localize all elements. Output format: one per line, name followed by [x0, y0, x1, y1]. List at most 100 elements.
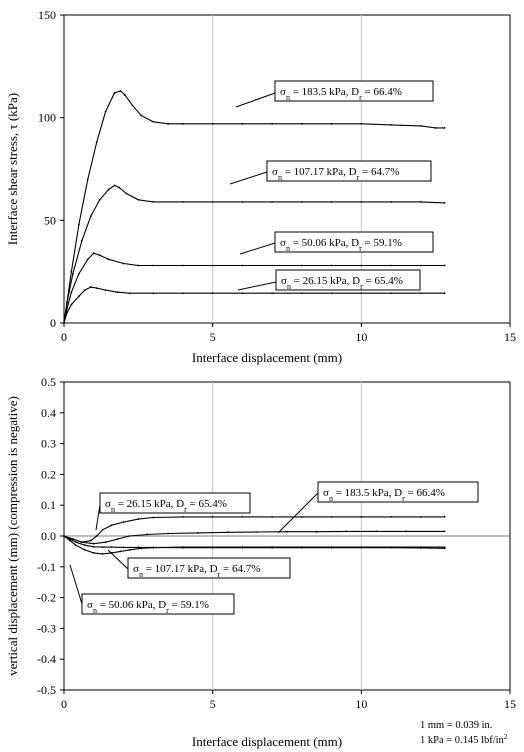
data-point	[101, 528, 104, 531]
data-point	[95, 141, 98, 144]
x-tick-label: 10	[355, 330, 367, 344]
data-point	[300, 264, 303, 267]
annotation-label: σn = 50.06 kPa, Dr = 59.1%	[87, 599, 209, 615]
data-point	[66, 307, 68, 310]
data-point	[104, 110, 107, 113]
x-tick-label: 5	[210, 697, 216, 711]
data-point	[226, 531, 229, 534]
data-point	[211, 200, 214, 203]
data-point	[419, 547, 422, 549]
data-point	[271, 292, 274, 295]
data-point	[137, 518, 140, 520]
data-point	[146, 533, 149, 536]
data-point	[443, 201, 446, 204]
data-point	[152, 292, 155, 295]
data-point	[390, 292, 392, 295]
y-tick-label: 0.4	[41, 406, 56, 420]
data-point	[211, 516, 214, 518]
data-point	[419, 516, 422, 518]
data-point	[89, 215, 92, 218]
data-point	[137, 546, 140, 549]
data-point	[182, 546, 184, 549]
x-tick-label: 15	[504, 330, 516, 344]
data-point	[241, 546, 244, 549]
data-point	[241, 122, 244, 125]
data-point	[241, 516, 244, 518]
annotation-box	[127, 557, 291, 579]
data-point	[405, 530, 407, 533]
chart-panel-2: 0 5 10 15 -0.5 -0.4 -0.3 -0.2 -0.1 0.0 0.1 0.2 0.3 0.…	[5, 375, 516, 749]
data-point	[443, 292, 446, 295]
data-point	[271, 264, 274, 267]
annotation-leader	[235, 92, 276, 108]
series-line-2	[63, 530, 445, 545]
data-point	[390, 123, 392, 126]
data-point	[182, 292, 184, 295]
data-point	[137, 198, 140, 201]
y-axis-label: Interface shear stress, τ (kPa)	[5, 93, 20, 245]
series-line-4	[63, 535, 445, 549]
annotation-box	[274, 80, 434, 102]
annotation-box	[99, 492, 251, 514]
data-point	[375, 530, 378, 533]
data-point	[116, 538, 119, 540]
data-point	[86, 258, 89, 261]
data-point	[83, 548, 86, 551]
y-tick-label: -0.3	[37, 621, 56, 635]
data-point	[443, 264, 446, 267]
data-point	[315, 530, 318, 533]
data-point	[256, 531, 259, 533]
data-point	[107, 258, 110, 261]
data-point	[443, 530, 446, 533]
data-point	[113, 184, 116, 187]
data-point	[118, 186, 120, 189]
data-point	[286, 530, 288, 533]
annotation-leader	[277, 492, 319, 534]
data-point	[300, 200, 303, 203]
y-tick-label: 100	[38, 111, 56, 125]
annotation-leader	[95, 504, 101, 531]
data-point	[122, 521, 125, 524]
data-point	[360, 264, 363, 267]
annotation-box	[274, 231, 434, 253]
data-point	[89, 539, 92, 542]
data-point	[330, 122, 333, 125]
data-point	[330, 200, 333, 203]
data-point	[110, 524, 113, 527]
data-point	[390, 546, 392, 549]
data-point	[167, 122, 169, 125]
data-point	[119, 550, 122, 553]
data-point	[110, 546, 113, 548]
y-tick-label: 150	[38, 8, 56, 22]
annotation-leader	[69, 564, 83, 605]
data-point	[125, 192, 128, 195]
data-point	[271, 516, 274, 518]
annotation-label: σn = 183.5 kPa, Dr = 66.4%	[280, 86, 402, 102]
data-point	[152, 516, 155, 519]
y-tick-label: 0.2	[41, 467, 56, 481]
data-point	[95, 535, 98, 537]
series-line-1	[63, 516, 445, 543]
data-point	[330, 264, 333, 267]
data-point	[124, 94, 126, 96]
data-point	[131, 104, 134, 107]
data-point	[271, 122, 274, 125]
data-point	[92, 542, 95, 545]
data-point	[271, 200, 274, 203]
data-point	[72, 272, 74, 275]
data-point	[69, 538, 71, 540]
data-point	[330, 546, 333, 549]
data-point	[63, 322, 65, 324]
y-axis-label: vertical displacement (mm) (compression …	[5, 396, 20, 676]
data-point	[66, 311, 68, 314]
data-point	[182, 200, 184, 203]
data-point	[113, 92, 116, 94]
data-point	[66, 301, 68, 304]
data-point	[300, 122, 303, 125]
annotation-leader	[229, 171, 268, 185]
data-point	[419, 124, 422, 127]
data-point	[70, 270, 73, 273]
annotation-leader	[107, 549, 129, 570]
data-point	[104, 289, 107, 292]
